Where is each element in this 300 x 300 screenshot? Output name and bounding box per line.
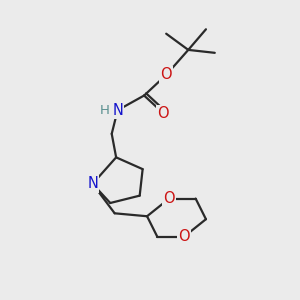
- Text: H: H: [99, 104, 109, 117]
- Text: O: O: [163, 191, 175, 206]
- Text: O: O: [178, 230, 190, 244]
- Text: O: O: [160, 68, 172, 82]
- Text: N: N: [112, 103, 123, 118]
- Text: N: N: [87, 176, 98, 191]
- Text: O: O: [158, 106, 169, 121]
